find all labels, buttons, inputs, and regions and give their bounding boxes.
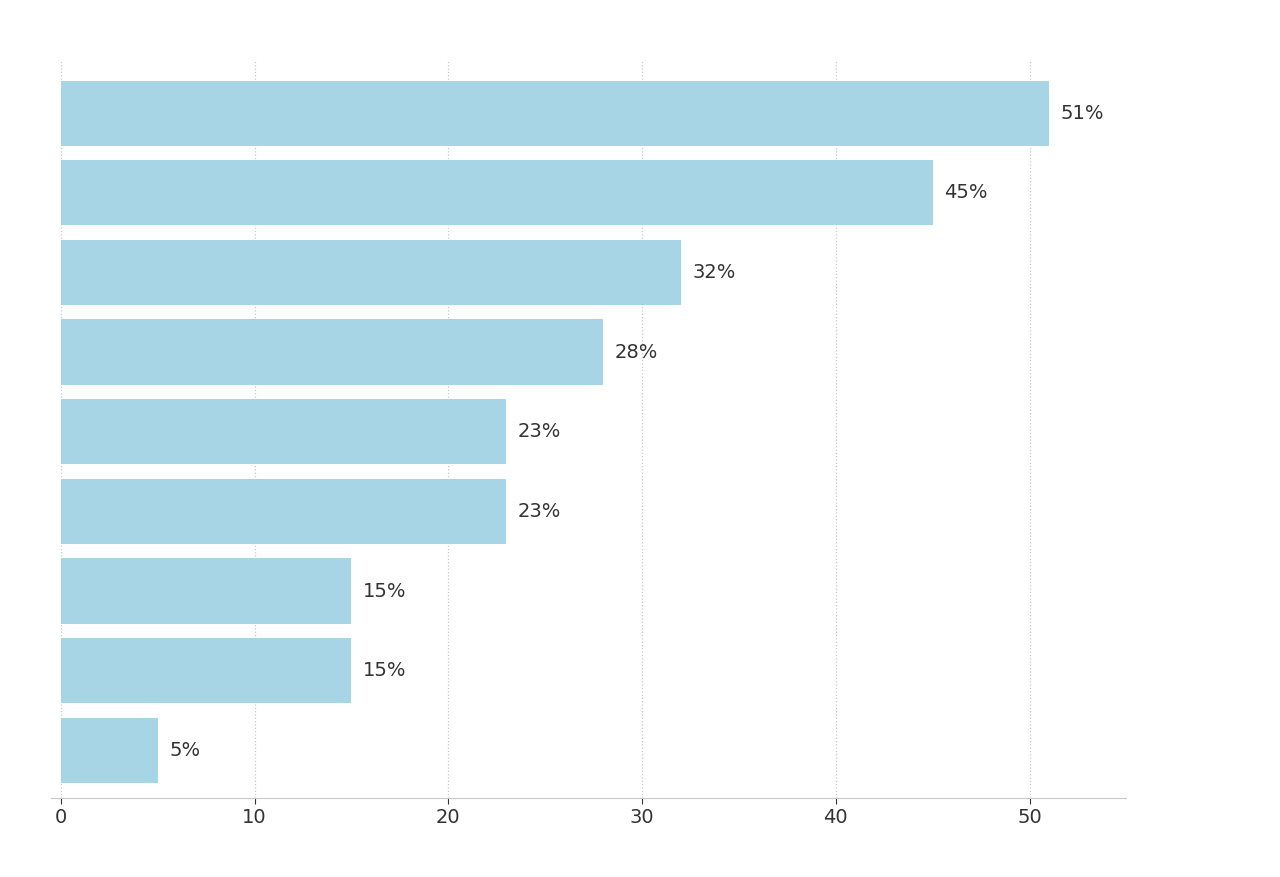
Text: 5%: 5% <box>169 741 201 759</box>
Bar <box>61 559 352 624</box>
Text: 23%: 23% <box>518 502 562 521</box>
Text: 45%: 45% <box>945 183 988 203</box>
Text: 32%: 32% <box>692 263 736 282</box>
Bar <box>61 160 933 225</box>
Bar <box>61 81 1048 146</box>
Bar <box>61 479 507 544</box>
Text: 23%: 23% <box>518 422 562 441</box>
Bar <box>61 399 507 465</box>
Text: 15%: 15% <box>364 581 407 601</box>
Bar <box>61 239 681 305</box>
Bar <box>61 319 603 385</box>
Bar <box>61 638 352 703</box>
Bar <box>61 717 157 783</box>
Text: 51%: 51% <box>1061 103 1105 123</box>
Text: 28%: 28% <box>614 343 658 361</box>
Text: 15%: 15% <box>364 661 407 681</box>
